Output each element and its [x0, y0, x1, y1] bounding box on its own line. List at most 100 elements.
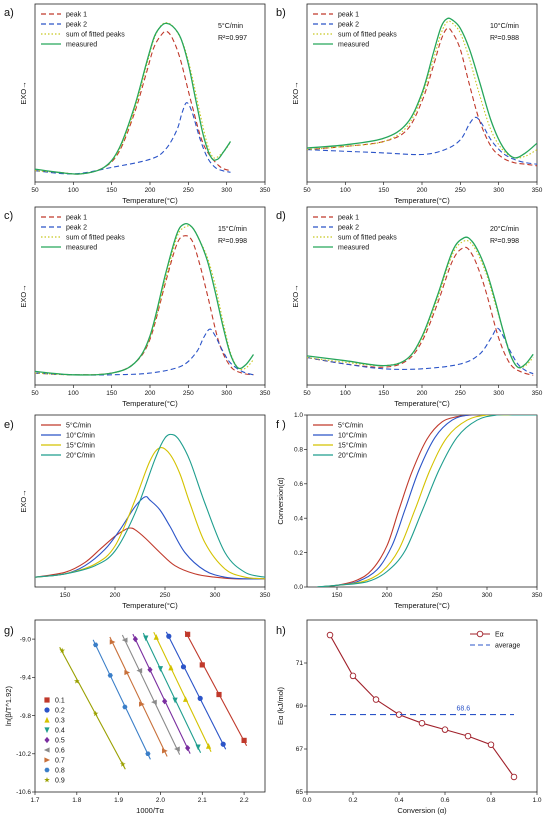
legend-label: 5°C/min: [66, 422, 91, 430]
x-tick-label: 150: [106, 187, 117, 194]
data-point: [220, 741, 226, 747]
legend-label: measured: [338, 42, 369, 49]
data-point: [59, 647, 66, 654]
axes-frame: [306, 414, 538, 588]
legend-label: 0.5: [55, 738, 65, 745]
x-tick-label: 1.8: [72, 797, 81, 804]
x-tick-label: 300: [221, 390, 232, 397]
r-squared-label: R²=0.998: [218, 238, 247, 245]
x-tick-label: 300: [482, 592, 493, 599]
y-tick-label: -10.2: [16, 751, 31, 758]
panel-8: h) 0.0 0.2 0.4 0.6 0.8 1.0 65 67 69 71 Conversion (…: [276, 619, 542, 815]
y-axis-label: Conversion(α): [276, 477, 285, 525]
x-tick-label: 350: [260, 187, 271, 194]
data-point: [147, 666, 153, 673]
x-axis-label: Temperature(°C): [122, 601, 178, 610]
series-line: [307, 246, 534, 376]
plot-area: [316, 415, 537, 587]
series-line: [35, 22, 232, 175]
x-tick-label: 0.2: [348, 797, 357, 804]
x-tick-label: 100: [340, 390, 351, 397]
series-line: [35, 30, 231, 175]
legend-label: Eα: [495, 632, 504, 639]
legend-label: 0.4: [55, 728, 65, 735]
legend-label: 15°C/min: [338, 442, 367, 450]
y-tick-label: 65: [296, 789, 304, 796]
x-tick-label: 150: [332, 592, 343, 599]
plot-area: [307, 236, 534, 376]
fit-line: [153, 631, 212, 753]
x-tick-label: 200: [145, 390, 156, 397]
plot-area: [326, 631, 518, 781]
series-line: [35, 328, 254, 376]
data-point: [92, 710, 99, 717]
legend-label: average: [495, 643, 520, 650]
series-line: [307, 27, 537, 167]
y-axis-label: Eα (kJ/mol): [276, 686, 285, 725]
data-point: [132, 636, 138, 643]
heating-rate-label: 20°C/min: [490, 225, 519, 233]
y-axis-label: ln(β/T^1.92): [4, 686, 13, 726]
data-point: [326, 631, 334, 639]
plot-area: [35, 433, 265, 580]
x-tick-label: 150: [378, 390, 389, 397]
y-tick-label: -9.8: [20, 713, 32, 720]
x-tick-label: 250: [455, 390, 466, 397]
data-point: [464, 732, 472, 740]
y-axis-label: EXO→: [19, 284, 28, 307]
y-tick-label: -10.6: [16, 789, 31, 796]
heating-rate-label: 5°C/min: [218, 22, 243, 30]
data-point: [44, 727, 50, 734]
x-axis-label: Temperature(°C): [394, 601, 450, 610]
x-tick-label: 50: [31, 390, 39, 397]
legend-label: sum of fitted peaks: [338, 32, 397, 39]
panel-letter: f ): [276, 419, 286, 431]
x-tick-label: 350: [532, 592, 543, 599]
fit-line: [165, 631, 227, 750]
data-point: [476, 630, 484, 638]
data-point: [166, 633, 172, 639]
data-point: [182, 696, 189, 702]
data-point: [124, 669, 131, 676]
panel-1: a) 50 100 150 200 250 300 350 Temperature(°C) EXO…: [4, 3, 271, 205]
y-tick-label: 1.0: [294, 412, 303, 419]
x-tick-label: 350: [260, 390, 271, 397]
heating-rate-label: 10°C/min: [490, 22, 519, 30]
data-point: [199, 662, 205, 668]
x-tick-label: 100: [68, 187, 79, 194]
r-squared-label: R²=0.997: [218, 35, 247, 42]
legend-label: peak 1: [338, 12, 359, 19]
data-point: [205, 743, 212, 749]
x-axis-label: Temperature(°C): [394, 399, 450, 408]
data-point: [510, 773, 518, 781]
fit-line: [132, 633, 191, 754]
legend-label: 5°C/min: [338, 422, 363, 430]
legend: peak 1 peak 2 sum of fitted peaks measured: [41, 215, 125, 252]
legend-label: 0.2: [55, 708, 65, 715]
series-line: [316, 415, 537, 587]
legend-label: peak 1: [66, 215, 87, 222]
panel-letter: c): [4, 210, 13, 222]
x-tick-label: 150: [106, 390, 117, 397]
legend-label: 0.9: [55, 778, 65, 785]
panel-letter: d): [276, 210, 286, 222]
series-line: [307, 239, 534, 369]
x-tick-label: 50: [31, 187, 39, 194]
series-line: [307, 17, 537, 159]
fit-line: [92, 639, 151, 760]
x-tick-label: 0.0: [302, 797, 311, 804]
x-tick-label: 200: [145, 187, 156, 194]
x-axis-label: Temperature(°C): [122, 399, 178, 408]
x-tick-label: 300: [221, 187, 232, 194]
series-line: [35, 235, 254, 376]
x-tick-label: 250: [455, 187, 466, 194]
x-tick-label: 250: [183, 187, 194, 194]
data-point: [168, 664, 174, 671]
panel-5: e) 150 200 250 300 350 Temperature(°C) EXO→ 5°C/…: [4, 414, 271, 610]
legend-label: 20°C/min: [338, 452, 367, 460]
legend-label: 10°C/min: [66, 432, 95, 440]
r-squared-label: R²=0.998: [490, 238, 519, 245]
y-axis-label: EXO→: [291, 81, 300, 104]
x-tick-label: 300: [210, 592, 221, 599]
data-point: [172, 697, 178, 704]
